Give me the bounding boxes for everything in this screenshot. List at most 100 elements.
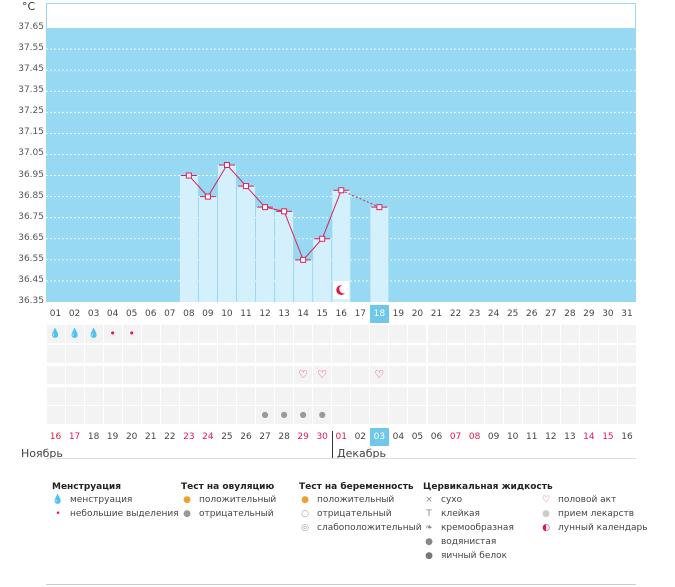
- calendar-date-label: 28: [278, 432, 290, 442]
- marker-cell: [408, 387, 427, 405]
- cycle-day-label: 13: [278, 309, 290, 319]
- marker-cell: [503, 366, 522, 384]
- cycle-day-label: 11: [240, 309, 252, 319]
- marker-cell: [198, 345, 217, 363]
- marker-cell: [332, 406, 351, 424]
- legend-group-title: Цервикальная жидкость: [423, 482, 553, 492]
- marker-cell: [465, 325, 484, 343]
- cycle-day-label: 09: [202, 309, 214, 319]
- y-tick-label: 37.65: [18, 22, 44, 32]
- cycle-day-label: 08: [183, 309, 195, 319]
- marker-cell: [198, 366, 217, 384]
- marker-cell: [84, 366, 103, 384]
- marker-cell: [427, 406, 446, 424]
- marker-cell: [389, 387, 408, 405]
- marker-cell: [351, 366, 370, 384]
- marker-cell: [84, 325, 103, 343]
- marker-cell: [122, 325, 141, 343]
- marker-cell: [179, 325, 198, 343]
- marker-cell: [46, 366, 65, 384]
- legend-item-label: положительный: [199, 495, 277, 505]
- temperature-point: [262, 204, 269, 211]
- marker-cell: [370, 345, 389, 363]
- legend-item-label: половой акт: [558, 495, 617, 505]
- watery-icon: ●: [261, 410, 269, 419]
- marker-cell: [65, 345, 84, 363]
- marker-cell: [618, 366, 636, 384]
- marker-cell: [237, 366, 255, 384]
- legend-item-label: положительный: [317, 495, 395, 505]
- spotting-icon: •: [128, 327, 135, 340]
- marker-cell: [541, 325, 560, 343]
- marker-cell: [503, 387, 522, 405]
- marker-cell: [541, 366, 560, 384]
- cycle-day-label: 10: [221, 309, 233, 319]
- temperature-line-segment: [264, 206, 285, 212]
- egg-white-icon: ●: [425, 551, 433, 561]
- marker-cell: [313, 387, 332, 405]
- y-unit-label: °C: [22, 0, 36, 13]
- calendar-date-label: 12: [545, 432, 557, 442]
- marker-cell: [560, 345, 579, 363]
- marker-cell: [46, 325, 65, 343]
- temperature-bar: [313, 238, 332, 302]
- marker-cell: [237, 325, 255, 343]
- legend-item-label: отрицательный: [317, 509, 392, 519]
- month-label-november: Ноябрь: [21, 447, 63, 460]
- marker-cell: [141, 325, 160, 343]
- temperature-bar: [179, 175, 198, 302]
- temperature-bar: [256, 207, 275, 302]
- marker-cell: [275, 345, 294, 363]
- marker-cell: [217, 406, 236, 424]
- marker-cell: [522, 325, 541, 343]
- y-tick-label: 36.75: [18, 211, 44, 222]
- marker-cell: [389, 345, 408, 363]
- marker-cell: [579, 366, 598, 384]
- marker-cell: [217, 366, 236, 384]
- marker-cell: [294, 387, 313, 405]
- marker-cell: [103, 345, 122, 363]
- calendar-date-label: 20: [125, 432, 138, 442]
- y-tick-label: 37.05: [18, 148, 44, 159]
- calendar-date-label: 26: [240, 432, 252, 442]
- temperature-point: [319, 235, 326, 242]
- cycle-day-label: 31: [621, 309, 633, 319]
- temperature-bar: [332, 190, 351, 302]
- marker-cell: [465, 345, 484, 363]
- marker-cell: [598, 406, 617, 424]
- calendar-date-label: 02: [354, 432, 367, 442]
- marker-cell: [560, 406, 579, 424]
- marker-cell: [122, 406, 141, 424]
- calendar-date-label: 08: [468, 432, 481, 442]
- marker-cell: [275, 366, 294, 384]
- marker-cell: [103, 387, 122, 405]
- cycle-day-label: 05: [125, 309, 138, 319]
- temperature-bar: [198, 196, 217, 302]
- spotting-icon: •: [55, 509, 61, 519]
- cycle-day-label: 20: [411, 309, 424, 319]
- marker-cell: [484, 345, 503, 363]
- heart-icon: ♡: [374, 368, 385, 381]
- watery-icon: ●: [318, 410, 326, 419]
- calendar-date-label: 18: [87, 432, 100, 442]
- marker-cell: [541, 345, 560, 363]
- temperature-bar: [370, 207, 389, 302]
- temperature-line-segment: [188, 175, 209, 197]
- marker-cell: [160, 406, 179, 424]
- marker-cell: [122, 345, 141, 363]
- month-divider: [332, 431, 333, 458]
- marker-cell: [198, 387, 217, 405]
- calendar-underline: [46, 458, 636, 459]
- cycle-day-label: 19: [392, 309, 405, 319]
- marker-cell: [141, 406, 160, 424]
- marker-cell: [522, 387, 541, 405]
- calendar-date-label: 23: [183, 432, 195, 442]
- calendar-date-label: 11: [526, 432, 538, 442]
- legend-item: ● положительный: [181, 495, 276, 505]
- marker-cell: [103, 406, 122, 424]
- legend-item: ● положительный: [299, 495, 394, 505]
- cycle-day-label: 06: [145, 309, 157, 319]
- legend-item: ◎ слабоположительный: [299, 523, 422, 533]
- calendar-date-label: 01: [335, 432, 347, 442]
- marker-cell: [579, 325, 598, 343]
